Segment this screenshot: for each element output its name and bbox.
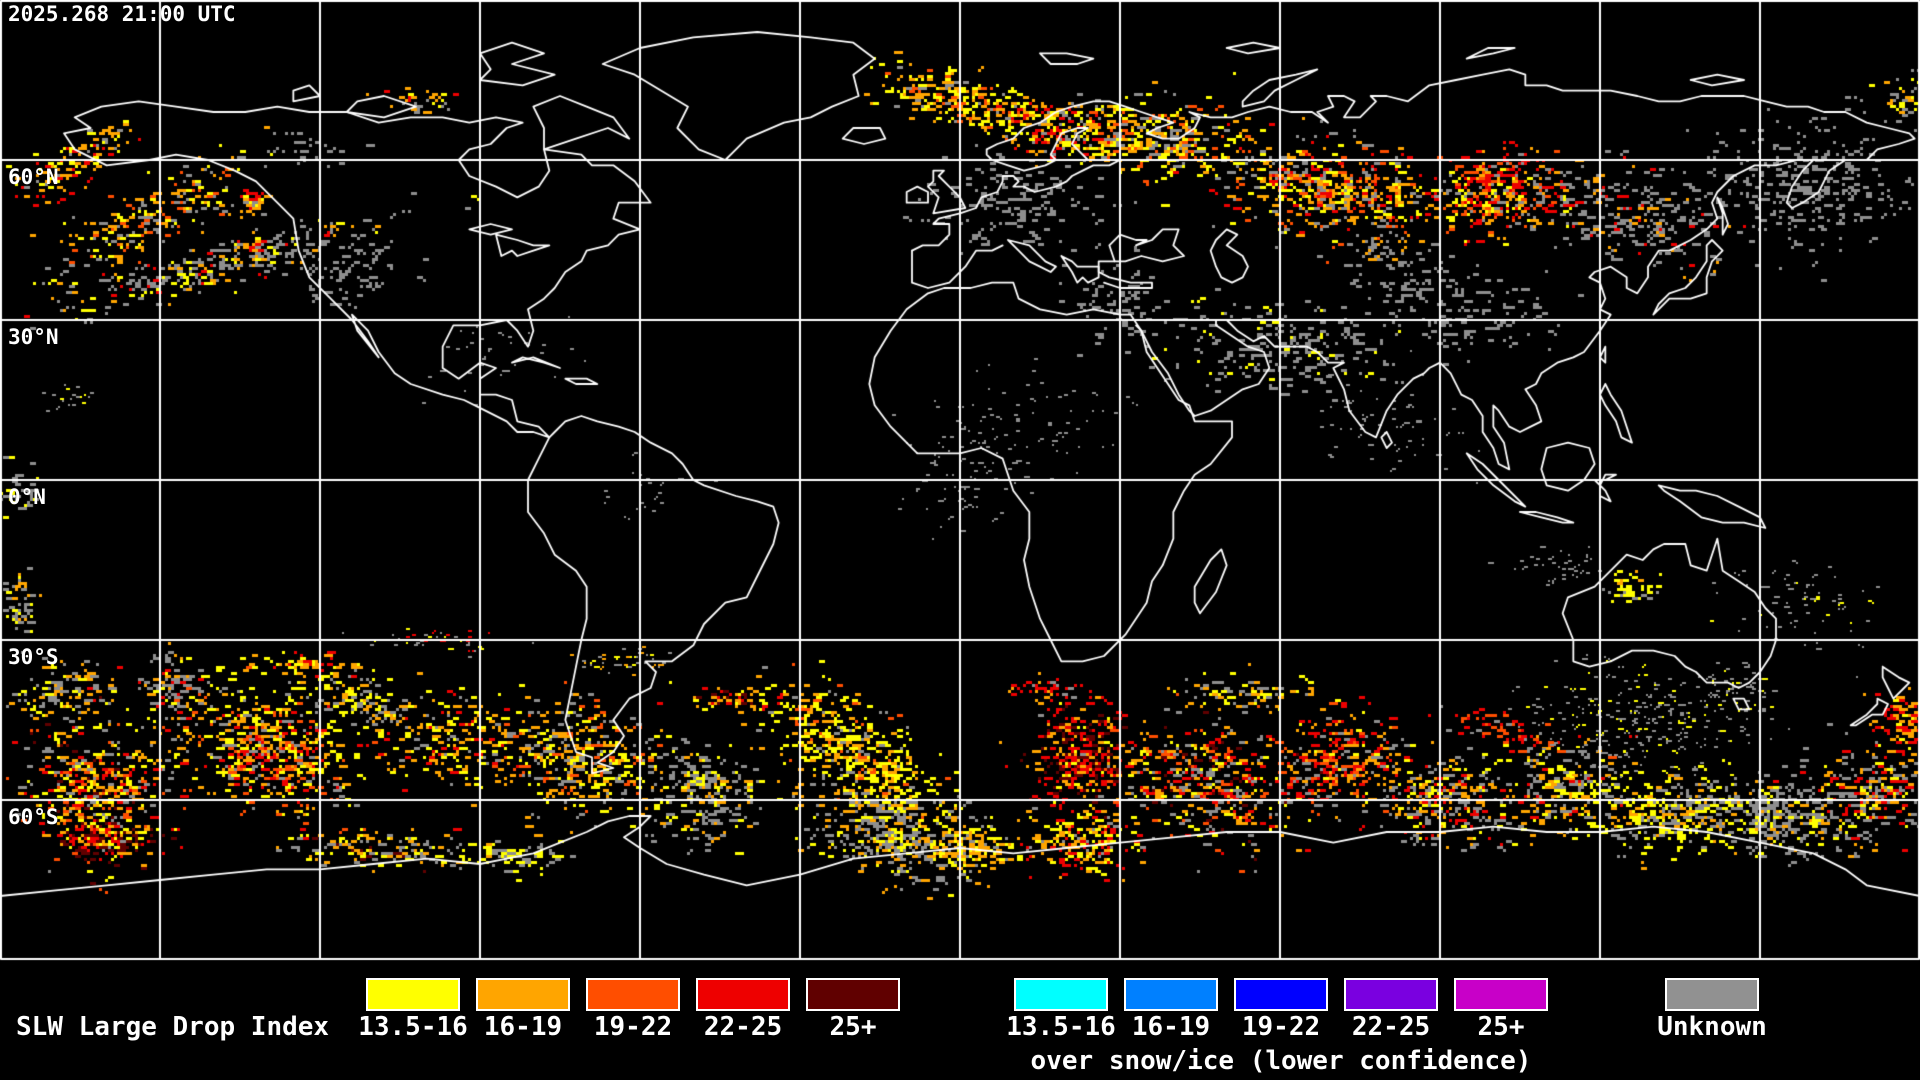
legend-swatch-snow_ice-16-19 bbox=[1124, 978, 1218, 1011]
world-map-canvas bbox=[0, 0, 1920, 962]
legend-swatch-standard-19-22 bbox=[586, 978, 680, 1011]
lat-label-30S: 30°S bbox=[8, 645, 59, 669]
lat-label-60S: 60°S bbox=[8, 805, 59, 829]
legend-swatch-snow_ice-19-22 bbox=[1234, 978, 1328, 1011]
legend-label-standard-19-22: 19-22 bbox=[593, 1012, 673, 1042]
legend-label-snow_ice-22-25: 22-25 bbox=[1351, 1012, 1431, 1042]
legend-title: SLW Large Drop Index bbox=[16, 1012, 330, 1042]
legend-label-snow_ice-19-22: 19-22 bbox=[1241, 1012, 1321, 1042]
legend-swatch-snow_ice-22-25 bbox=[1344, 978, 1438, 1011]
legend-snowice-caption: over snow/ice (lower confidence) bbox=[1030, 1046, 1532, 1076]
legend-label-unknown: Unknown bbox=[1657, 1012, 1767, 1042]
legend-swatch-standard-25+ bbox=[806, 978, 900, 1011]
legend-label-standard-25+: 25+ bbox=[829, 1012, 877, 1042]
legend-label-snow_ice-13.5-16: 13.5-16 bbox=[1006, 1012, 1116, 1042]
lat-label-30N: 30°N bbox=[8, 325, 59, 349]
lat-label-0N: 0°N bbox=[8, 485, 46, 509]
legend-swatch-snow_ice-13.5-16 bbox=[1014, 978, 1108, 1011]
legend-label-standard-22-25: 22-25 bbox=[703, 1012, 783, 1042]
legend-label-standard-13.5-16: 13.5-16 bbox=[358, 1012, 468, 1042]
timestamp: 2025.268 21:00 UTC bbox=[8, 2, 236, 26]
legend-swatch-standard-13.5-16 bbox=[366, 978, 460, 1011]
legend-swatch-unknown bbox=[1665, 978, 1759, 1011]
legend-label-snow_ice-25+: 25+ bbox=[1477, 1012, 1525, 1042]
legend-swatch-standard-22-25 bbox=[696, 978, 790, 1011]
lat-label-60N: 60°N bbox=[8, 165, 59, 189]
legend-label-standard-16-19: 16-19 bbox=[483, 1012, 563, 1042]
legend: SLW Large Drop Index 13.5-16 16-19 19-22 22… bbox=[0, 962, 1920, 1080]
legend-swatch-snow_ice-25+ bbox=[1454, 978, 1548, 1011]
legend-label-snow_ice-16-19: 16-19 bbox=[1131, 1012, 1211, 1042]
legend-swatch-standard-16-19 bbox=[476, 978, 570, 1011]
